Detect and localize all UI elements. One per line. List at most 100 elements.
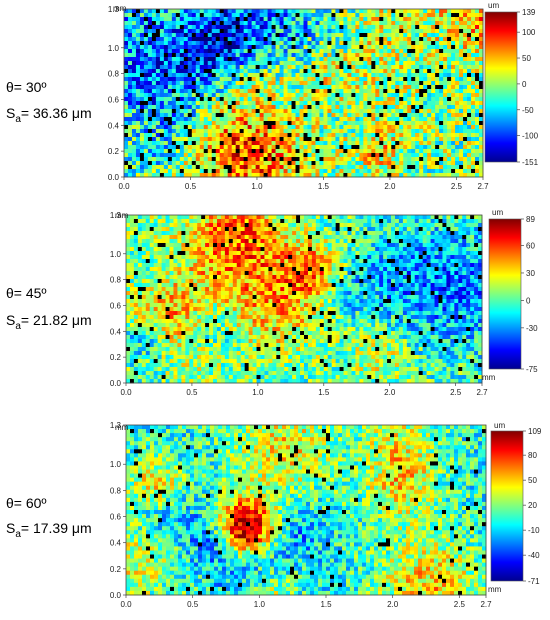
height-cell [199, 69, 205, 74]
height-cell [203, 161, 209, 166]
height-cell [407, 169, 412, 174]
height-cell [363, 45, 368, 50]
height-cell [299, 121, 304, 126]
height-cell [231, 125, 237, 130]
height-cell [462, 227, 467, 232]
height-cell [459, 129, 464, 134]
height-cell [331, 97, 336, 102]
height-cell [129, 247, 135, 252]
height-cell [431, 145, 436, 150]
height-cell [279, 141, 284, 146]
height-cell [171, 101, 177, 106]
height-cell [423, 157, 428, 162]
height-cell [427, 153, 432, 158]
height-cell [175, 169, 181, 174]
height-cell [133, 243, 139, 248]
height-cell [259, 33, 265, 38]
height-cell [187, 141, 193, 146]
height-cell [167, 137, 173, 142]
height-cell [375, 239, 380, 244]
height-cell [379, 37, 384, 42]
height-cell [151, 173, 157, 178]
height-cell [327, 33, 332, 38]
height-cell [395, 57, 400, 62]
height-cell [459, 53, 464, 58]
height-cell [291, 101, 296, 106]
height-cell [211, 157, 217, 162]
height-cell [402, 259, 408, 264]
height-cell [267, 153, 272, 158]
height-cell [165, 219, 170, 224]
height-cell [383, 223, 388, 228]
height-cell [379, 149, 384, 154]
height-cell [171, 21, 177, 26]
height-cell [171, 73, 177, 78]
height-cell [291, 61, 296, 66]
height-cell [179, 129, 185, 134]
height-cell [379, 263, 384, 268]
height-cell [181, 227, 186, 232]
height-cell [219, 17, 225, 22]
height-cell [169, 239, 174, 244]
height-cell [403, 93, 408, 98]
height-cell [471, 33, 476, 38]
height-cell [339, 89, 344, 94]
height-cell [319, 161, 324, 166]
height-cell [431, 45, 436, 50]
height-cell [427, 141, 432, 146]
height-cell [259, 153, 265, 158]
height-cell [151, 29, 157, 34]
height-cell [331, 73, 336, 78]
height-cell [267, 77, 272, 82]
height-cell [247, 41, 253, 46]
height-cell [195, 125, 201, 130]
height-cell [375, 25, 380, 30]
height-cell [127, 73, 133, 78]
height-cell [335, 45, 340, 50]
height-cell [267, 157, 272, 162]
height-cell [227, 113, 233, 118]
height-cell [276, 235, 281, 240]
height-cell [183, 109, 189, 114]
height-cell [207, 89, 213, 94]
height-cell [439, 145, 444, 150]
height-cell [387, 77, 392, 82]
height-cell [227, 157, 233, 162]
height-cell [395, 61, 400, 66]
height-cell [284, 223, 289, 228]
height-cell [327, 121, 332, 126]
height-cell [163, 85, 169, 90]
height-cell [379, 65, 384, 70]
height-cell [467, 121, 472, 126]
height-cell [463, 125, 468, 130]
height-cell [143, 133, 149, 138]
height-cell [243, 169, 249, 174]
height-cell [149, 227, 155, 232]
height-cell [299, 109, 304, 114]
height-cell [454, 251, 459, 256]
height-cell [203, 37, 209, 42]
height-cell [479, 41, 484, 46]
height-cell [272, 231, 277, 236]
height-cell [415, 41, 420, 46]
height-cell [419, 49, 424, 54]
height-cell [259, 57, 265, 62]
height-cell [279, 13, 284, 18]
height-cell [151, 125, 157, 130]
height-cell [295, 117, 300, 122]
height-cell [379, 53, 384, 58]
height-cell [315, 33, 320, 38]
height-cell [351, 235, 356, 240]
height-cell [347, 235, 352, 240]
height-cell [319, 57, 324, 62]
height-cell [287, 109, 292, 114]
height-cell [137, 227, 143, 232]
height-cell [163, 21, 169, 26]
height-cell [474, 251, 479, 256]
height-cell [191, 133, 197, 138]
height-cell [414, 231, 420, 236]
height-cell [387, 169, 392, 174]
height-cell [438, 259, 443, 264]
height-cell [279, 133, 284, 138]
height-cell [271, 173, 276, 178]
